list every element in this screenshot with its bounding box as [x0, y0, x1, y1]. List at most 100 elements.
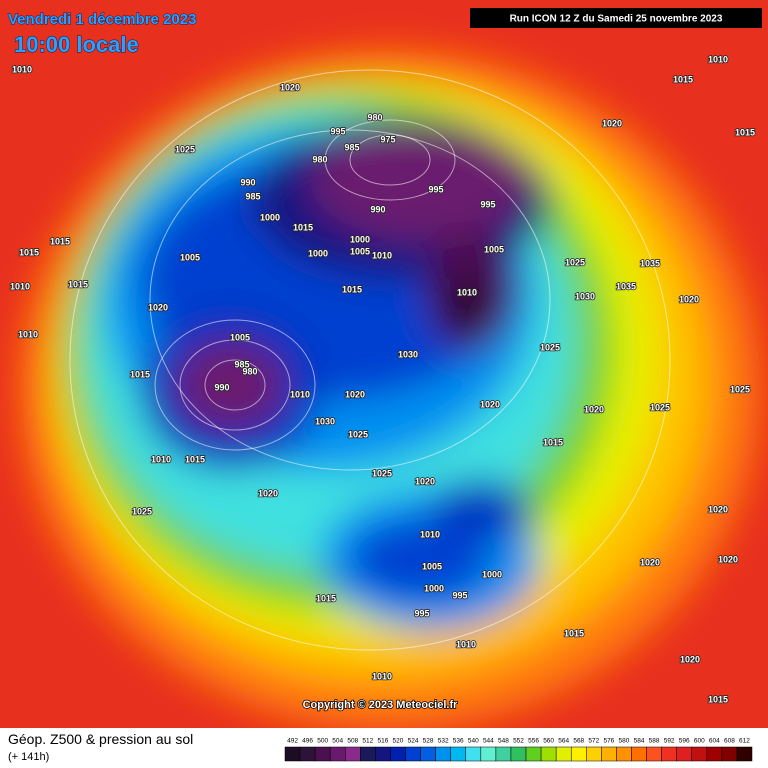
colorbar-swatch: [616, 746, 632, 762]
colorbar-swatch: [555, 746, 572, 762]
colorbar-label: 492: [287, 738, 298, 745]
colorbar-swatch: [390, 746, 406, 762]
isobar-label: 1025: [372, 468, 392, 478]
colorbar-swatch: [435, 746, 451, 762]
isobar-label: 1015: [316, 593, 336, 603]
colorbar-swatch: [691, 746, 708, 762]
colorbar: 492 496 500 504 508 512 516 520 524 528 532 536 540 5…: [284, 738, 753, 762]
colorbar-swatch: [736, 746, 753, 762]
isobar-label: 995: [428, 184, 443, 194]
isobar-label: 1035: [640, 258, 660, 268]
isobar-label: 1015: [543, 437, 563, 447]
isobar-label: 1005: [350, 246, 370, 256]
isobar-label: 990: [370, 204, 385, 214]
colorbar-swatch: [329, 746, 346, 762]
isobar-label: 1015: [342, 284, 362, 294]
colorbar-label: 508: [347, 738, 358, 745]
colorbar-label: 592: [664, 738, 675, 745]
isobar-label: 980: [242, 366, 257, 376]
isobar-label: 1000: [424, 583, 444, 593]
isobar-label: 980: [312, 154, 327, 164]
colorbar-label: 512: [362, 738, 373, 745]
isobar-label: 1005: [484, 244, 504, 254]
colorbar-swatch: [525, 746, 542, 762]
isobar-label: 1030: [315, 416, 335, 426]
isobar-label: 1000: [482, 569, 502, 579]
isobar-label: 1020: [258, 488, 278, 498]
isobar-label: 1020: [415, 476, 435, 486]
colorbar-label: 588: [649, 738, 660, 745]
colorbar-label: 548: [498, 738, 509, 745]
footer-title: Géop. Z500 & pression au sol: [8, 731, 193, 747]
colorbar-label: 496: [302, 738, 313, 745]
colorbar-label: 564: [558, 738, 569, 745]
colorbar-swatch: [661, 746, 677, 762]
colorbar-label: 572: [588, 738, 599, 745]
isobar-label: 1020: [602, 118, 622, 128]
colorbar-label: 520: [393, 738, 404, 745]
colorbar-swatch: [420, 746, 436, 762]
isobar-label: 1025: [650, 402, 670, 412]
colorbar-swatch: [586, 746, 602, 762]
isobar-label: 1020: [345, 389, 365, 399]
isobar-label: 1025: [565, 257, 585, 267]
isobar-label: 985: [344, 142, 359, 152]
isobar-label: 1015: [673, 74, 693, 84]
isobar-label: 985: [234, 359, 249, 369]
colorbar-label: 540: [468, 738, 479, 745]
isobar-label: 980: [367, 112, 382, 122]
colorbar-label: 532: [438, 738, 449, 745]
isobar-label: 1020: [280, 82, 300, 92]
colorbar-swatch: [631, 746, 647, 762]
colorbar-swatch: [510, 746, 527, 762]
isobar-label: 990: [240, 177, 255, 187]
isobar-label: 1010: [151, 454, 171, 464]
isobar-label: 1010: [10, 281, 30, 291]
isobar-label: 1015: [130, 369, 150, 379]
isobar-label: 1010: [18, 329, 38, 339]
copyright: Copyright © 2023 Meteociel.fr: [303, 699, 459, 711]
isobar-label: 1025: [348, 429, 368, 439]
isobar-label: 995: [452, 590, 467, 600]
colorbar-swatch: [721, 746, 738, 762]
isobar-label: 985: [245, 191, 260, 201]
isobar-label: 1015: [735, 127, 755, 137]
colorbar-swatch: [450, 746, 467, 762]
colorbar-label: 600: [694, 738, 705, 745]
isobar-label: 1015: [68, 279, 88, 289]
colorbar-label: 568: [573, 738, 584, 745]
isobar-label: 1000: [350, 234, 370, 244]
colorbar-swatch: [601, 746, 617, 762]
isobar-label: 995: [330, 126, 345, 136]
colorbar-swatch: [495, 746, 512, 762]
colorbar-swatch: [314, 746, 331, 762]
colorbar-swatch: [480, 746, 497, 762]
colorbar-label: 528: [423, 738, 434, 745]
isobar-label: 1015: [185, 454, 205, 464]
isobar-label: 1010: [457, 287, 477, 297]
isobar-labels: 1010102010259959809759809859909859959959…: [9, 54, 756, 706]
time: 10:00 locale: [14, 32, 139, 57]
isobar-label: 1005: [230, 332, 250, 342]
colorbar-label: 552: [513, 738, 524, 745]
colorbar-label: 612: [739, 738, 750, 745]
colorbar-label: 580: [619, 738, 630, 745]
colorbar-swatch: [570, 746, 587, 762]
colorbar-label: 556: [528, 738, 539, 745]
colorbar-label: 560: [543, 738, 554, 745]
isobar-label: 1010: [420, 529, 440, 539]
isobar-label: 1035: [616, 281, 636, 291]
colorbar-label: 500: [317, 738, 328, 745]
colorbar-label: 544: [483, 738, 494, 745]
colorbar-swatch: [706, 746, 723, 762]
isobar-label: 1020: [708, 504, 728, 514]
isobar-label: 1005: [422, 561, 442, 571]
isobar-label: 1015: [19, 247, 39, 257]
isobar-label: 1030: [398, 349, 418, 359]
isobar-label: 1010: [372, 250, 392, 260]
colorbar-swatch: [540, 746, 557, 762]
colorbar-swatch: [676, 746, 692, 762]
isobar-label: 1015: [293, 222, 313, 232]
run-info: Run ICON 12 Z du Samedi 25 novembre 2023: [510, 14, 723, 25]
isobar-label: 990: [214, 382, 229, 392]
